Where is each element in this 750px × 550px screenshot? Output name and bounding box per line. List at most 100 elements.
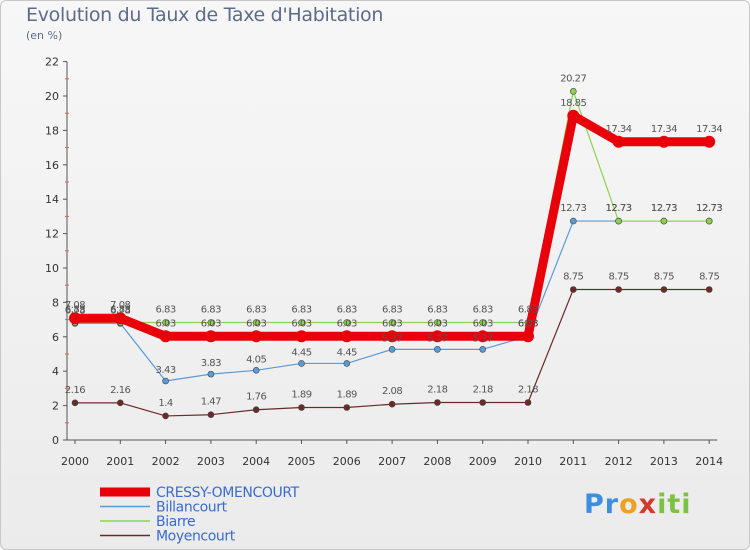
data-label: 6.78 [110, 305, 130, 316]
data-label: 6.03 [427, 318, 447, 329]
data-point [343, 319, 351, 326]
data-label: 8.75 [608, 272, 628, 283]
data-point [204, 330, 217, 343]
data-point [569, 217, 577, 225]
data-point [615, 217, 622, 225]
y-tick-label: 16 [45, 159, 59, 172]
data-point [298, 404, 305, 411]
data-point [703, 135, 716, 148]
y-tick-label: 0 [52, 434, 59, 447]
y-tick-label: 22 [45, 56, 59, 69]
data-point [207, 370, 215, 378]
data-point [660, 286, 668, 293]
data-label: 12.73 [560, 203, 586, 214]
x-tick-label: 2014 [695, 455, 723, 468]
data-point [705, 217, 713, 225]
data-label: 17.34 [651, 124, 677, 135]
data-point [207, 411, 215, 419]
data-label: 12.73 [696, 203, 722, 214]
data-label: 6.83 [337, 305, 357, 316]
data-point [343, 404, 351, 411]
data-label: 2.16 [65, 385, 85, 396]
data-label: 2.08 [382, 386, 402, 397]
data-label: 6.03 [518, 318, 538, 329]
data-label: 2.18 [473, 385, 493, 396]
data-label: 6.83 [201, 305, 221, 316]
data-point [612, 135, 625, 148]
y-tick-label: 12 [45, 228, 59, 241]
data-label: 1.47 [201, 397, 221, 408]
data-point [388, 319, 396, 326]
data-point [343, 360, 351, 367]
data-point [117, 399, 124, 407]
data-label: 6.03 [291, 318, 311, 329]
data-label: 6.03 [518, 318, 538, 329]
data-label: 6.78 [65, 305, 85, 316]
data-label: 6.03 [337, 318, 357, 329]
legend-label: Biarre [156, 514, 195, 530]
x-tick-label: 2007 [378, 455, 406, 468]
x-tick-label: 2000 [61, 455, 89, 468]
y-tick-label: 2 [52, 400, 59, 413]
data-point [431, 330, 444, 343]
data-label: 8.75 [654, 272, 674, 283]
x-tick-label: 2009 [469, 455, 497, 468]
x-tick-label: 2012 [605, 455, 633, 468]
series-line [75, 111, 710, 341]
data-label: 6.83 [291, 305, 311, 316]
data-label: 3.43 [155, 365, 175, 376]
legend-label: Moyencourt [156, 529, 236, 545]
data-label: 7.08 [65, 300, 85, 311]
y-tick-label: 18 [45, 124, 59, 137]
data-label: 20.27 [560, 73, 586, 84]
data-label: 5.27 [382, 333, 402, 344]
data-label: 4.45 [291, 347, 311, 358]
x-tick-label: 2008 [423, 455, 451, 468]
data-label: 2.18 [427, 385, 447, 396]
y-tick-label: 10 [45, 262, 59, 275]
y-tick-label: 6 [52, 331, 59, 344]
data-point [252, 406, 260, 414]
data-label: 12.73 [606, 203, 632, 214]
data-label: 12.73 [696, 203, 722, 214]
data-point [162, 319, 169, 326]
x-tick-label: 2010 [514, 455, 542, 468]
data-label: 2.16 [110, 385, 130, 396]
data-point [657, 135, 670, 148]
data-point [386, 330, 399, 343]
y-tick-label: 4 [52, 365, 59, 378]
x-tick-label: 2002 [152, 455, 180, 468]
data-label: 6.03 [155, 318, 175, 329]
data-label: 6.83 [65, 305, 85, 316]
data-label: 1.76 [246, 392, 266, 403]
data-point [114, 312, 127, 325]
data-point [479, 346, 487, 353]
data-label: 12.73 [651, 203, 677, 214]
x-tick-label: 2005 [288, 455, 316, 468]
data-label: 1.4 [158, 398, 173, 409]
data-label: 6.83 [110, 305, 130, 316]
data-label: 6.03 [201, 318, 221, 329]
data-point [298, 360, 305, 367]
data-label: 6.83 [382, 305, 402, 316]
data-label: 12.73 [606, 203, 632, 214]
x-tick-label: 2001 [106, 455, 134, 468]
data-point [69, 312, 81, 325]
legend-label: Billancourt [156, 500, 228, 516]
data-label: 4.05 [246, 354, 266, 365]
data-point [524, 399, 532, 406]
data-label: 6.03 [382, 318, 402, 329]
data-label: 6.03 [473, 318, 493, 329]
data-point [705, 286, 713, 293]
data-point [295, 330, 308, 343]
x-tick-label: 2004 [242, 455, 270, 468]
data-label: 17.34 [606, 124, 632, 135]
data-label: 6.83 [473, 305, 493, 316]
chart-subtitle: (en %) [26, 29, 63, 42]
data-point [567, 109, 580, 122]
data-label: 6.83 [246, 305, 266, 316]
proxiti-logo: Proxiti [584, 489, 692, 520]
y-tick-label: 8 [52, 296, 59, 309]
data-label: 2.18 [518, 385, 538, 396]
